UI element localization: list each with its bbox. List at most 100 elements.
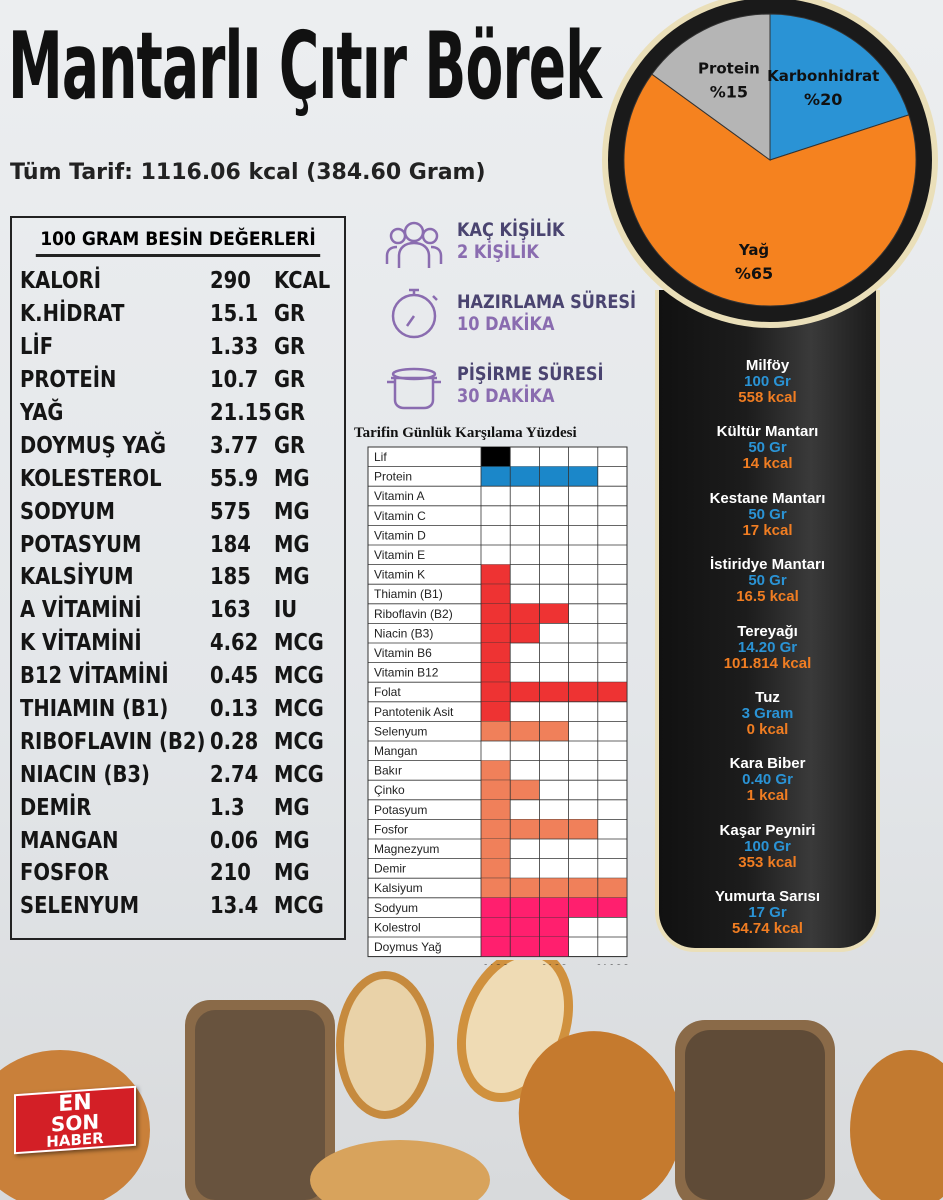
nutrition-name: KALORİ (20, 268, 101, 295)
nutrition-value: 21.15 (210, 400, 272, 426)
ingredient-amount: 3 Gram (741, 704, 794, 722)
bar (481, 760, 511, 781)
ingredient-amount: 50 Gr (748, 572, 787, 590)
bar (481, 917, 569, 937)
bar (481, 937, 569, 957)
ingredient-item: Tereyağı 14.20 Gr 101.814 kcal (659, 622, 876, 672)
ingredient-name: Milföy (745, 357, 790, 374)
ingredients-panel: Milföy 100 Gr 558 kcal Kültür Mantarı 50 Gr 1… (655, 290, 880, 952)
ingredient-kcal: 101.814 kcal (723, 654, 812, 672)
nutrition-name: KALSİYUM (20, 564, 134, 591)
ingredient-kcal: 353 kcal (738, 853, 797, 871)
pie-value-label: %20 (804, 90, 842, 109)
nutrition-value: 290 (210, 268, 251, 295)
nutrition-unit: MCG (274, 728, 324, 755)
nutrition-name: MANGAN (20, 827, 119, 854)
nutrition-name: K VİTAMİNİ (20, 630, 142, 657)
nutrition-unit: GR (274, 432, 306, 459)
pie-slice (651, 13, 771, 161)
nutrition-row: K VİTAMİNİ 4.62 MCG (12, 627, 344, 660)
ingredient-amount: 50 Gr (748, 505, 787, 523)
nutrition-name: FOSFOR (20, 860, 110, 887)
nutrition-name: YAĞ (20, 400, 64, 426)
nutrition-row: POTASYUM 184 MG (12, 528, 344, 561)
ingredient-kcal: 0 kcal (746, 720, 789, 738)
logo: EN SON HABER (14, 1085, 136, 1155)
cook-time-info: PİŞİRME SÜRESİ 30 DAKİKA (385, 356, 629, 414)
pie-label: Yağ (738, 241, 769, 259)
stopwatch-icon (391, 288, 438, 339)
nutrition-name: DOYMUŞ YAĞ (20, 432, 166, 459)
nutrition-value: 184 (210, 531, 251, 558)
nutrition-value: 55.9 (210, 465, 259, 492)
bar (481, 643, 511, 663)
nutrition-value: 0.45 (210, 663, 259, 690)
bar (481, 662, 511, 683)
ingredient-kcal: 17 kcal (742, 521, 793, 539)
prep-time-info: HAZIRLAMA SÜRESİ 10 DAKİKA (385, 284, 668, 342)
recipe-total: Tüm Tarif: 1116.06 kcal (384.60 Gram) (10, 160, 486, 185)
ingredient-kcal: 14 kcal (742, 455, 793, 473)
nutrition-value: 1.33 (210, 334, 259, 361)
category-label: Demir (374, 862, 406, 876)
cooking-pot-icon (387, 367, 441, 410)
category-label: Bakır (374, 764, 402, 778)
ingredient-item: Yumurta Sarısı 17 Gr 54.74 kcal (659, 889, 876, 937)
ingredient-amount: 14.20 Gr (737, 638, 798, 656)
nutrition-value: 3.77 (210, 432, 259, 459)
nutrition-unit: MG (274, 498, 310, 525)
nutrition-unit: KCAL (274, 268, 331, 295)
nutrition-row: MANGAN 0.06 MG (12, 824, 344, 857)
nutrition-name: POTASYUM (20, 531, 142, 558)
nutrition-unit: GR (274, 334, 306, 361)
pie-label: Karbonhidrat (767, 67, 879, 85)
category-label: Protein (374, 470, 412, 484)
nutrition-value: 210 (210, 860, 251, 887)
ingredient-item: Kara Biber 0.40 Gr 1 kcal (659, 756, 876, 804)
tick-label: %60 (542, 962, 568, 965)
ingredient-amount: 50 Gr (748, 439, 787, 457)
nutrition-unit: IU (274, 597, 298, 624)
nutrition-value: 163 (210, 597, 251, 624)
category-label: Çinko (374, 783, 405, 797)
tick-label: %20 (483, 962, 509, 965)
nutrition-unit: MG (274, 794, 310, 821)
ingredient-name: Kestane Mantarı (709, 489, 826, 507)
ingredient-kcal: 16.5 kcal (736, 588, 799, 606)
nutrition-name: B12 VİTAMİNİ (20, 663, 169, 690)
category-label: Riboflavin (B2) (374, 607, 453, 621)
nutrition-table: 100 GRAM BESİN DEĞERLERİ KALORİ 290 KCAL K.… (10, 216, 346, 940)
people-icon (385, 221, 443, 268)
nutrition-row: K.HİDRAT 15.1 GR (12, 298, 344, 331)
bar (481, 584, 511, 604)
info-label: PİŞİRME SÜRESİ (457, 363, 604, 385)
nutrition-name: K.HİDRAT (20, 301, 125, 328)
ingredient-name: Kaşar Peyniri (719, 821, 816, 839)
category-label: Vitamin A (374, 489, 424, 503)
category-label: Niacin (B3) (374, 626, 433, 640)
category-label: Lif (374, 450, 387, 464)
category-label: Doymus Yağ (374, 940, 442, 954)
macro-pie-chart: Karbonhidrat %20 Yağ %65 Protein %15 (602, 0, 938, 328)
nutrition-row: PROTEİN 10.7 GR (12, 364, 344, 397)
ingredient-amount: 100 Gr (744, 837, 791, 855)
bar (481, 701, 511, 722)
bar (481, 878, 627, 898)
category-label: Potasyum (374, 803, 427, 817)
nutrition-row: DOYMUŞ YAĞ 3.77 GR (12, 429, 344, 462)
info-label: KAÇ KİŞİLİK (457, 219, 565, 241)
ingredient-name: Tereyağı (737, 622, 798, 640)
bar (481, 839, 511, 859)
category-label: Fosfor (374, 822, 408, 836)
nutrition-value: 185 (210, 564, 251, 591)
tick-label: %100 (596, 962, 629, 965)
category-label: Selenyum (374, 724, 427, 738)
pie-label: Protein (698, 59, 760, 77)
nutrition-name: PROTEİN (20, 367, 117, 394)
pie-value-label: %65 (735, 264, 773, 283)
nutrition-name: KOLESTEROL (20, 465, 162, 492)
nutrition-value: 4.62 (210, 630, 259, 657)
nutrition-name: A VİTAMİNİ (20, 597, 142, 624)
nutrition-value: 15.1 (210, 301, 259, 328)
nutrition-row: SODYUM 575 MG (12, 495, 344, 528)
